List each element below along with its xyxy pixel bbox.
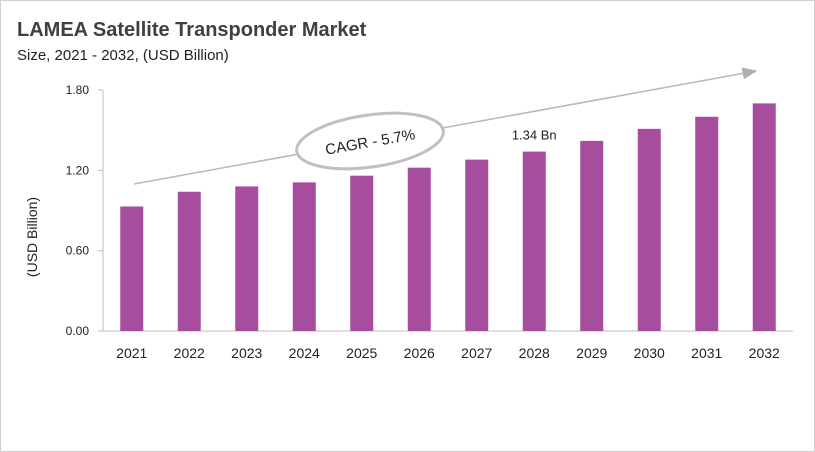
cagr-ellipse [295,111,445,171]
x-tick-label: 2030 [634,345,665,361]
x-tick-label: 2032 [749,345,780,361]
y-tick-label: 0.00 [66,324,90,338]
x-tick-label: 2023 [231,345,262,361]
x-tick-label: 2028 [519,345,550,361]
chart-subtitle: Size, 2021 - 2032, (USD Billion) [17,47,229,64]
y-tick-label: 1.80 [66,83,90,97]
bar-2027 [465,159,489,331]
bar-2028 [522,151,546,331]
x-tick-label: 2027 [461,345,492,361]
y-axis-label: (USD Billion) [24,197,40,277]
bar-2024 [292,182,316,331]
x-tick-label: 2022 [174,345,205,361]
x-tick-label: 2024 [289,345,320,361]
chart-title: LAMEA Satellite Transponder Market [17,19,367,41]
x-tick-label: 2021 [116,345,147,361]
bar-2021 [120,206,144,331]
bar-2022 [177,191,201,331]
y-tick-label: 1.20 [66,163,90,177]
data-label-2028: 1.34 Bn [512,128,557,143]
bar-2029 [580,140,604,331]
x-tick-label: 2031 [691,345,722,361]
bar-2030 [637,128,661,331]
bar-2023 [235,186,259,331]
bar-2031 [695,116,719,332]
x-tick-label: 2025 [346,345,377,361]
y-tick-label: 0.60 [66,244,90,258]
x-tick-label: 2026 [404,345,435,361]
bar-2025 [350,175,374,331]
x-tick-label: 2029 [576,345,607,361]
trend-arrow [133,67,758,185]
bar-2026 [407,167,431,331]
bar-2032 [752,103,776,331]
